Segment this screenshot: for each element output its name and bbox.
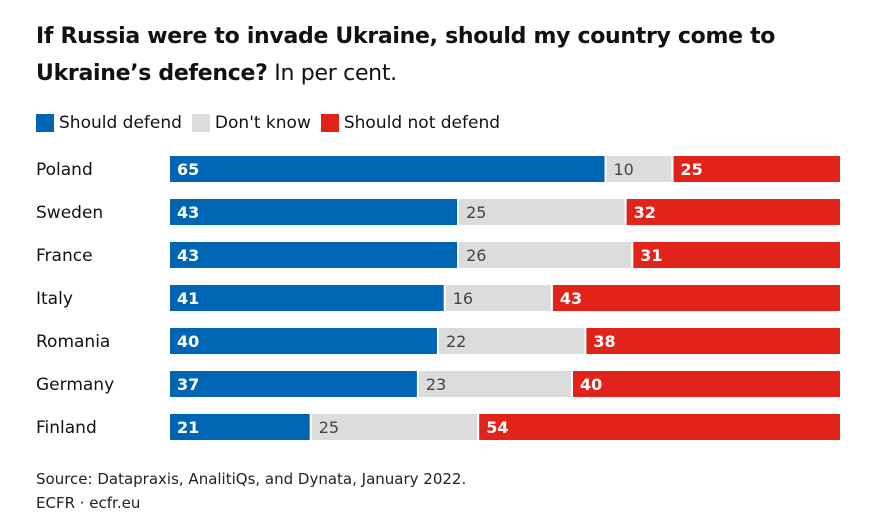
data-label: 25 <box>681 160 703 179</box>
title-text: If Russia were to invade Ukraine, should… <box>36 24 776 86</box>
data-label: 37 <box>177 375 199 394</box>
legend-label: Don't know <box>214 113 311 133</box>
bar-segment-should-defend <box>170 414 310 440</box>
bar-segment-should-not-defend <box>673 156 840 182</box>
data-label: 54 <box>486 418 508 437</box>
bar-segment-don-t-know <box>439 328 585 354</box>
legend-label: Should not defend <box>343 113 501 133</box>
data-label: 21 <box>177 418 199 437</box>
data-label: 25 <box>319 418 339 437</box>
bar-segment-don-t-know <box>459 199 625 225</box>
legend-swatch <box>36 114 54 132</box>
legend-label: Should defend <box>59 113 182 133</box>
category-label: Italy <box>36 289 73 309</box>
bar-segment-should-defend <box>170 199 458 225</box>
bar-segment-don-t-know <box>459 242 632 268</box>
data-label: 41 <box>177 289 199 308</box>
source-note: Source: Datapraxis, AnalitiQs, and Dynat… <box>36 470 467 488</box>
category-label: Romania <box>36 332 110 352</box>
data-label: 43 <box>177 203 199 222</box>
bar-segment-should-defend <box>170 242 458 268</box>
data-label: 23 <box>426 375 446 394</box>
bar-segment-should-defend <box>170 285 444 311</box>
legend-swatch <box>191 114 210 132</box>
bar-segment-don-t-know <box>311 414 478 440</box>
legend-swatch <box>320 114 339 132</box>
data-label: 25 <box>466 203 486 222</box>
data-label: 65 <box>177 160 199 179</box>
bar-segment-should-defend <box>170 328 437 354</box>
bar-segment-don-t-know <box>418 371 571 397</box>
legend: Should defend Don't know Should not defe… <box>36 113 510 133</box>
bar-segment-should-not-defend <box>626 199 840 225</box>
bar-segment-don-t-know <box>445 285 551 311</box>
bar-segment-should-not-defend <box>479 414 840 440</box>
bar-segment-should-not-defend <box>633 242 840 268</box>
legend-item-should-defend: Should defend <box>36 113 182 133</box>
data-label: 22 <box>446 332 466 351</box>
data-label: 31 <box>640 246 662 265</box>
category-label: Poland <box>36 160 93 180</box>
credit: ECFR · ecfr.eu <box>36 494 141 512</box>
category-label: France <box>36 246 93 266</box>
data-label: 38 <box>593 332 615 351</box>
category-label: Finland <box>36 418 97 438</box>
bar-segment-should-defend <box>170 156 605 182</box>
data-label: 26 <box>466 246 486 265</box>
data-label: 43 <box>560 289 582 308</box>
category-label: Germany <box>36 375 114 395</box>
data-label: 43 <box>177 246 199 265</box>
bar-segment-should-not-defend <box>573 371 840 397</box>
data-label: 32 <box>634 203 656 222</box>
legend-item-should-not-defend: Should not defend <box>320 113 501 133</box>
data-label: 40 <box>580 375 602 394</box>
bar-segment-should-not-defend <box>552 285 840 311</box>
chart-title: If Russia were to invade Ukraine, should… <box>36 18 836 92</box>
data-label: 10 <box>614 160 634 179</box>
subtitle-text: In per cent. <box>274 61 397 86</box>
bar-segment-should-defend <box>170 371 417 397</box>
data-label: 16 <box>453 289 473 308</box>
bar-segment-don-t-know <box>606 156 672 182</box>
data-label: 40 <box>177 332 199 351</box>
category-label: Sweden <box>36 203 103 223</box>
legend-item-dont-know: Don't know <box>191 113 311 133</box>
bar-segment-should-not-defend <box>586 328 840 354</box>
